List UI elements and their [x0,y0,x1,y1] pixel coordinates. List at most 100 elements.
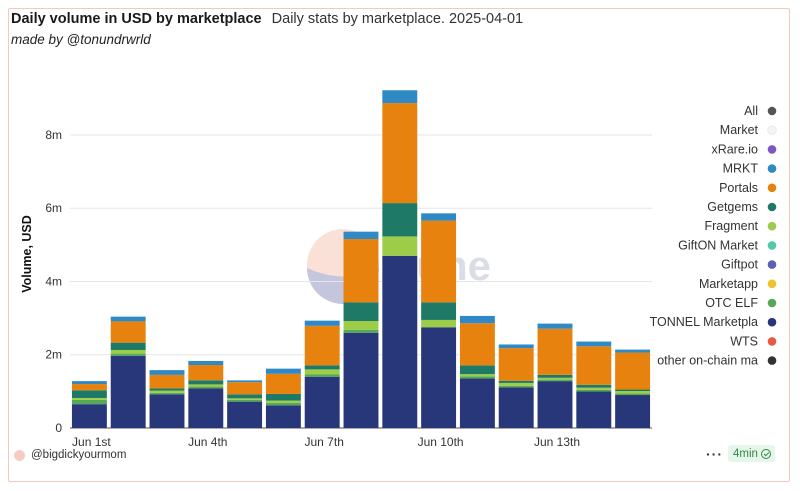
more-options-button[interactable]: ··· [706,446,723,462]
bar-segment-portals [265,373,301,394]
legend-swatch [767,317,777,327]
bar-segment-fragment [304,369,340,375]
legend-label: Giftpot [721,258,758,272]
bar-segment-fragment [188,384,224,387]
bar-segment-portals [615,352,651,390]
bar-segment-tonnel-marketpla [304,376,340,428]
bar-segment-getgems [188,380,224,385]
bar-segment-getgems [459,365,495,375]
bar-segment-getgems [304,365,340,370]
bar-segment-portals [421,220,457,303]
footer-user[interactable]: @bigdickyourmom [14,449,126,461]
legend-label: Marketapp [699,277,758,291]
legend-label: GiftON Market [678,238,758,252]
chart-header: Daily volume in USD by marketplace Daily… [11,11,523,27]
bar-segment-otc-elf [537,379,573,382]
legend-swatch [767,356,777,365]
bar-segment-tonnel-marketpla [537,381,573,428]
bar-segment-mrkt [343,231,379,239]
bar-segment-otc-elf [459,376,495,379]
legend-swatch [767,164,777,173]
bar-segment-mrkt [459,315,495,324]
bar-segment-fragment [227,398,263,400]
y-tick-label: 2m [45,348,62,362]
bar-segment-tonnel-marketpla [498,387,534,428]
bar-segment-mrkt [188,360,224,365]
bar-segment-tonnel-marketpla [149,394,185,428]
legend-swatch [767,145,777,154]
bar-segment-getgems [537,374,573,378]
bar-segment-fragment [498,382,534,386]
bar-segment-tonnel-marketpla [71,404,107,428]
chart-author: made by @tonundrwrld [11,32,151,47]
status-badge: 4min [728,445,775,462]
bar-segment-otc-elf [576,389,612,392]
avatar [14,449,25,461]
bar-segment-otc-elf [71,399,107,405]
bar-segment-mrkt [382,90,418,104]
legend-label: TONNEL Marketpla [650,315,758,329]
bar-segment-mrkt [537,323,573,329]
chart-subtitle: Daily stats by marketplace. 2025-04-01 [271,11,524,27]
bar-segment-fragment [149,390,185,393]
bar-segment-getgems [265,393,301,401]
x-tick-label: Jun 13th [534,435,580,449]
bar-segment-fragment [615,391,651,394]
bar-segment-fragment [576,387,612,390]
legend-swatch [767,337,777,346]
legend-label: Portals [719,181,758,195]
bar-segment-getgems [110,342,146,350]
bar-segment-getgems [615,389,651,392]
bar-segment-portals [498,348,534,381]
bar-segment-getgems [71,390,107,398]
bar-segment-fragment [459,374,495,377]
legend-label: xRare.io [711,142,758,156]
bar-segment-getgems [227,394,263,399]
bar-segment-portals [71,384,107,391]
bar-segment-portals [382,103,418,204]
footer-username: @bigdickyourmom [31,449,127,461]
legend-swatch [767,260,777,269]
bar-segment-tonnel-marketpla [382,255,418,428]
y-tick-label: 4m [45,274,62,288]
legend-swatch [767,241,777,250]
bar-segment-portals [227,382,263,395]
legend-swatch [767,125,777,135]
y-axis-label: Volume, USD [20,215,34,293]
bar-segment-tonnel-marketpla [615,395,651,428]
bar-segment-fragment [382,236,418,256]
bar-segment-mrkt [498,344,534,349]
legend-label: WTS [730,334,758,348]
bar-segment-otc-elf [615,393,651,396]
bar-segment-fragment [421,319,457,328]
bar-segment-portals [459,323,495,366]
bar-segment-mrkt [265,368,301,374]
bar-segment-otc-elf [265,402,301,406]
bar-segment-getgems [421,302,457,320]
bar-segment-otc-elf [149,392,185,395]
bar-segment-otc-elf [498,385,534,388]
bar-segment-portals [110,321,146,343]
bar-segment-mrkt [421,213,457,221]
bar-segment-otc-elf [304,374,340,377]
legend-label: All [744,104,758,118]
legend-label: Fragment [705,219,759,233]
bar-segment-tonnel-marketpla [459,378,495,428]
bar-segment-getgems [149,388,185,391]
bar-segment-tonnel-marketpla [110,355,146,428]
bar-segment-mrkt [304,320,340,326]
bar-segment-portals [537,328,573,375]
y-tick-label: 0 [55,421,62,435]
x-tick-label: Jun 10th [418,435,464,449]
bar-segment-portals [149,374,185,389]
check-circle-icon [760,448,771,459]
bar-segment-portals [188,364,224,381]
bar-segment-tonnel-marketpla [576,391,612,428]
legend-swatch [767,221,777,231]
bar-segment-mrkt [149,370,185,375]
bar-segment-otc-elf [227,399,263,402]
bar-segment-tonnel-marketpla [188,388,224,428]
legend-label: other on-chain ma [657,354,758,368]
bar-segment-fragment [110,349,146,354]
